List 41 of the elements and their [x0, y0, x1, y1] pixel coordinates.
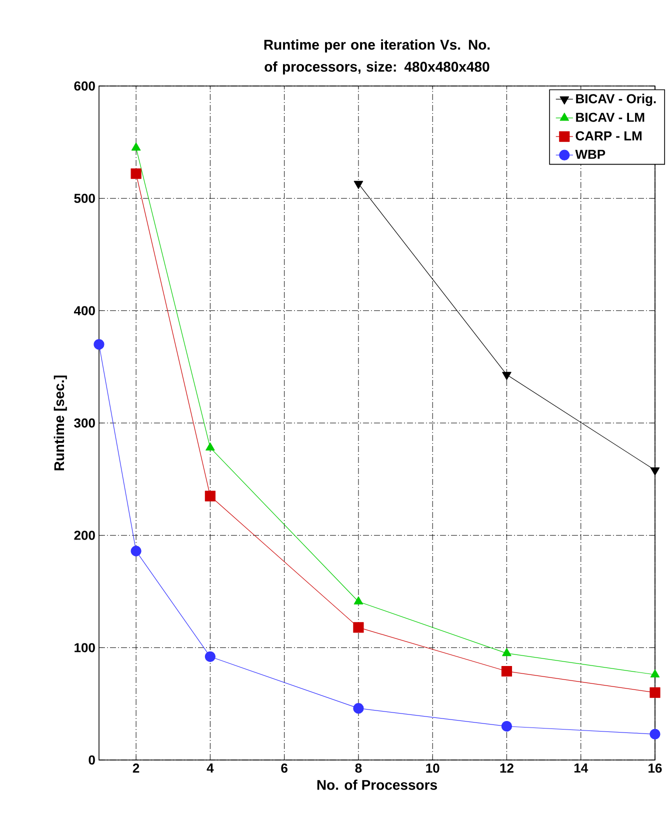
point [130, 168, 142, 179]
point [130, 546, 142, 556]
x-tick-label: 2 [132, 764, 140, 773]
legend-label: CARP - LM [576, 131, 642, 140]
point [94, 339, 104, 350]
y-tick-label: 300 [74, 418, 95, 428]
point [650, 728, 660, 740]
x-tick-label: 6 [281, 764, 288, 773]
point [353, 622, 364, 633]
x-tick-label: 14 [574, 764, 588, 772]
point [354, 596, 364, 604]
point [353, 703, 364, 714]
legend-label: WBP [575, 150, 606, 159]
x-tick-label: 16 [648, 764, 662, 773]
point [650, 467, 660, 476]
y-tick-label: 200 [74, 530, 95, 540]
point [204, 651, 216, 662]
y-tick-label: 500 [74, 194, 95, 203]
legend-label: BICAV - LM [576, 112, 644, 122]
legend-label: BICAV - Orig. [576, 94, 656, 106]
y-tick-label: 600 [74, 81, 95, 91]
point [650, 669, 660, 678]
chart-title: Runtime per one iteration Vs. No. of processors, size: 480x480x480 [264, 39, 490, 74]
point [131, 142, 141, 151]
point [501, 721, 512, 732]
point [501, 666, 512, 677]
x-tick-label: 4 [206, 764, 214, 772]
point [354, 180, 364, 190]
y-tick-label: 400 [74, 306, 95, 316]
x-tick-label: 8 [355, 764, 362, 773]
x-axis-title: No. of Processors [317, 780, 437, 790]
point [204, 490, 216, 502]
point [502, 648, 512, 656]
y-axis-title: Runtime [sec.] [54, 376, 67, 470]
y-tick-label: 100 [74, 643, 95, 652]
point [650, 687, 660, 698]
point [206, 442, 215, 451]
x-tick-label: 12 [500, 764, 514, 773]
y-tick-label: 0 [88, 755, 95, 765]
point [502, 372, 512, 380]
x-tick-label: 10 [426, 764, 440, 773]
